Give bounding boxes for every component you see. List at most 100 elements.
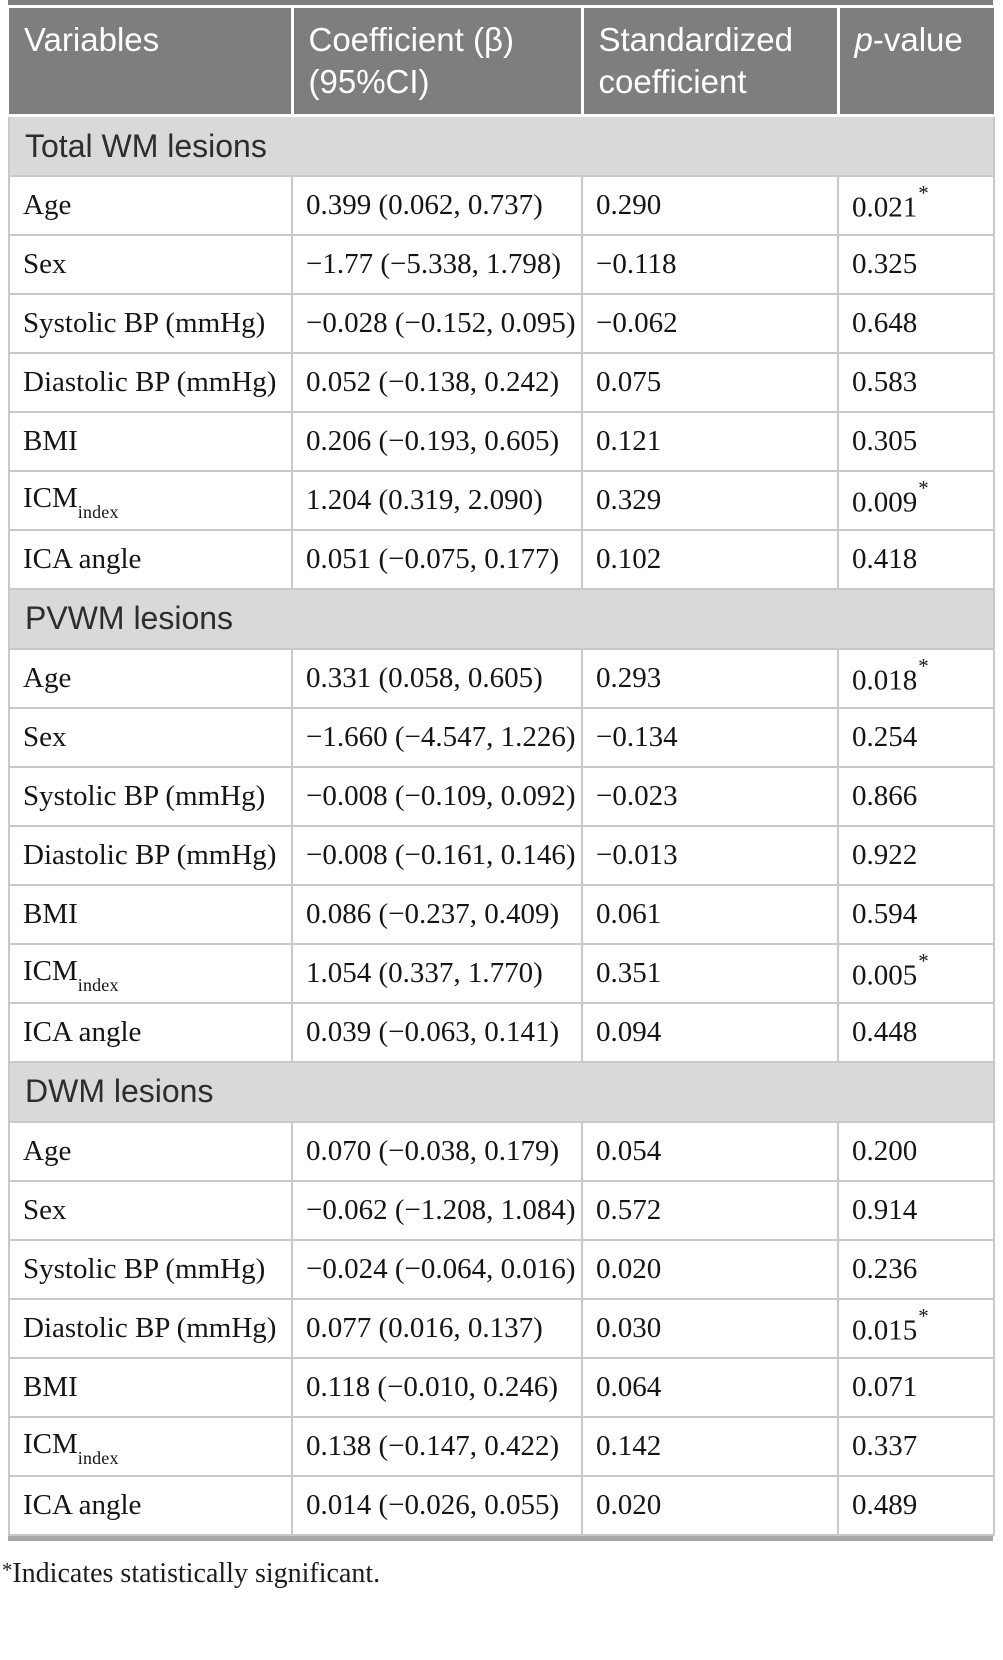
standardized-coefficient-cell: 0.020: [581, 1238, 839, 1300]
variable-subscript: index: [77, 501, 119, 522]
column-header-variables: Variables: [9, 8, 294, 118]
column-header-p-value: p-value: [836, 8, 994, 118]
column-header-standardized-coefficient: Standardized coefficient: [580, 8, 840, 118]
variable-cell: ICMindex: [8, 1415, 293, 1477]
p-value-cell: 0.005*: [837, 942, 995, 1004]
coefficient-cell: −0.028 (−0.152, 0.095): [291, 292, 583, 354]
section-title: Total WM lesions: [8, 114, 995, 177]
standardized-coefficient-cell: −0.118: [581, 233, 839, 295]
coefficient-cell: 1.054 (0.337, 1.770): [291, 942, 583, 1004]
variable-subscript: index: [77, 974, 119, 995]
variable-cell: Systolic BP (mmHg): [8, 292, 293, 354]
table-row: BMI 0.086 (−0.237, 0.409) 0.061 0.594: [8, 883, 995, 945]
p-value-cell: 0.018*: [837, 647, 995, 709]
variable-cell: ICMindex: [8, 469, 293, 531]
p-value-cell: 0.866: [837, 765, 995, 827]
table-row: ICA angle 0.039 (−0.063, 0.141) 0.094 0.448: [8, 1001, 995, 1063]
variable-cell: BMI: [8, 883, 293, 945]
p-value-cell: 0.418: [837, 528, 995, 590]
variable-cell: Diastolic BP (mmHg): [8, 824, 293, 886]
coefficient-cell: 0.051 (−0.075, 0.177): [291, 528, 583, 590]
variable-cell: BMI: [8, 1356, 293, 1418]
significance-asterisk: *: [918, 475, 929, 500]
standardized-coefficient-cell: 0.351: [581, 942, 839, 1004]
table-row: Diastolic BP (mmHg) 0.052 (−0.138, 0.242)…: [8, 351, 995, 413]
standardized-coefficient-cell: 0.054: [581, 1120, 839, 1182]
coefficient-cell: −0.024 (−0.064, 0.016): [291, 1238, 583, 1300]
coefficient-cell: 1.204 (0.319, 2.090): [291, 469, 583, 531]
table-row: ICMindex 1.204 (0.319, 2.090) 0.329 0.009*: [8, 469, 995, 531]
table-bottom-rule: [8, 1535, 993, 1541]
table-body: Total WM lesions Age 0.399 (0.062, 0.737) 0…: [8, 114, 995, 1536]
p-value-cell: 0.009*: [837, 469, 995, 531]
variable-cell: ICA angle: [8, 1474, 293, 1536]
coefficient-cell: 0.206 (−0.193, 0.605): [291, 410, 583, 472]
coefficient-cell: 0.014 (−0.026, 0.055): [291, 1474, 583, 1536]
table-row: ICMindex 1.054 (0.337, 1.770) 0.351 0.005*: [8, 942, 995, 1004]
table-row: BMI 0.118 (−0.010, 0.246) 0.064 0.071: [8, 1356, 995, 1418]
coefficient-cell: −0.062 (−1.208, 1.084): [291, 1179, 583, 1241]
coefficient-cell: 0.331 (0.058, 0.605): [291, 647, 583, 709]
coefficient-cell: 0.086 (−0.237, 0.409): [291, 883, 583, 945]
section-header-row: DWM lesions: [8, 1060, 995, 1123]
variable-cell: ICA angle: [8, 1001, 293, 1063]
standardized-coefficient-cell: 0.075: [581, 351, 839, 413]
significance-asterisk: *: [918, 653, 929, 678]
section-header-row: Total WM lesions: [8, 114, 995, 177]
significance-asterisk: *: [918, 948, 929, 973]
variable-cell: Diastolic BP (mmHg): [8, 1297, 293, 1359]
p-value-cell: 0.337: [837, 1415, 995, 1477]
table-row: Sex −1.660 (−4.547, 1.226) −0.134 0.254: [8, 706, 995, 768]
p-value-cell: 0.021*: [837, 174, 995, 236]
p-value-cell: 0.914: [837, 1179, 995, 1241]
coefficient-cell: −1.77 (−5.338, 1.798): [291, 233, 583, 295]
section-title: DWM lesions: [8, 1060, 995, 1123]
table-row: ICA angle 0.014 (−0.026, 0.055) 0.020 0.489: [8, 1474, 995, 1536]
coefficient-cell: 0.070 (−0.038, 0.179): [291, 1120, 583, 1182]
standardized-coefficient-cell: 0.142: [581, 1415, 839, 1477]
significance-asterisk: *: [918, 1303, 929, 1328]
regression-results-table: Variables Coefficient (β) (95%CI) Standard…: [8, 8, 995, 1536]
table-row: ICMindex 0.138 (−0.147, 0.422) 0.142 0.337: [8, 1415, 995, 1477]
table-top-rule: [8, 0, 993, 5]
table-row: BMI 0.206 (−0.193, 0.605) 0.121 0.305: [8, 410, 995, 472]
variable-cell: Age: [8, 174, 293, 236]
variable-subscript: index: [77, 1447, 119, 1468]
table-header: Variables Coefficient (β) (95%CI) Standard…: [9, 8, 994, 118]
variable-cell: Systolic BP (mmHg): [8, 765, 293, 827]
standardized-coefficient-cell: 0.061: [581, 883, 839, 945]
standardized-coefficient-cell: 0.102: [581, 528, 839, 590]
section-header-row: PVWM lesions: [8, 587, 995, 650]
variable-cell: Age: [8, 1120, 293, 1182]
variable-cell: BMI: [8, 410, 293, 472]
p-value-cell: 0.648: [837, 292, 995, 354]
coefficient-cell: 0.399 (0.062, 0.737): [291, 174, 583, 236]
p-value-cell: 0.200: [837, 1120, 995, 1182]
significance-asterisk: *: [918, 180, 929, 205]
standardized-coefficient-cell: 0.094: [581, 1001, 839, 1063]
section-title: PVWM lesions: [8, 587, 995, 650]
table-row: Systolic BP (mmHg) −0.028 (−0.152, 0.095)…: [8, 292, 995, 354]
table-row: Diastolic BP (mmHg) 0.077 (0.016, 0.137) 0…: [8, 1297, 995, 1359]
p-value-cell: 0.583: [837, 351, 995, 413]
table-header-row: Variables Coefficient (β) (95%CI) Standard…: [9, 8, 994, 118]
standardized-coefficient-cell: 0.572: [581, 1179, 839, 1241]
footnote-text: Indicates statistically significant.: [12, 1557, 381, 1589]
coefficient-cell: −1.660 (−4.547, 1.226): [291, 706, 583, 768]
table-row: Sex −1.77 (−5.338, 1.798) −0.118 0.325: [8, 233, 995, 295]
standardized-coefficient-cell: 0.290: [581, 174, 839, 236]
variable-cell: ICA angle: [8, 528, 293, 590]
standardized-coefficient-cell: −0.134: [581, 706, 839, 768]
standardized-coefficient-cell: −0.062: [581, 292, 839, 354]
p-value-cell: 0.015*: [837, 1297, 995, 1359]
p-value-cell: 0.325: [837, 233, 995, 295]
coefficient-cell: 0.052 (−0.138, 0.242): [291, 351, 583, 413]
standardized-coefficient-cell: 0.293: [581, 647, 839, 709]
variable-cell: Age: [8, 647, 293, 709]
table-row: ICA angle 0.051 (−0.075, 0.177) 0.102 0.418: [8, 528, 995, 590]
p-value-cell: 0.305: [837, 410, 995, 472]
standardized-coefficient-cell: 0.121: [581, 410, 839, 472]
p-value-cell: 0.236: [837, 1238, 995, 1300]
p-value-cell: 0.922: [837, 824, 995, 886]
